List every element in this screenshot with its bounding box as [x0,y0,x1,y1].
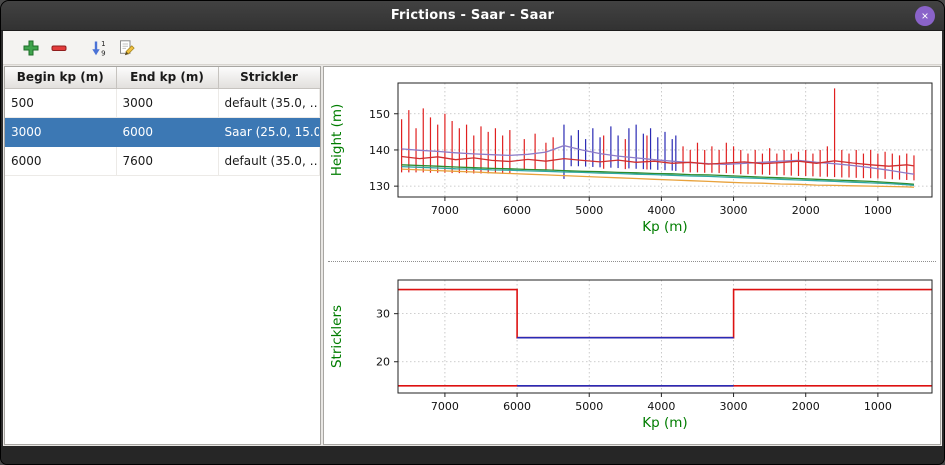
svg-text:1000: 1000 [864,400,892,413]
table-cell[interactable]: Saar (25.0, 15.0) [218,117,320,147]
svg-text:4000: 4000 [647,400,675,413]
frictions-table: Begin kp (m) End kp (m) Strickler 500 3000 d… [5,67,320,176]
height-profile-chart[interactable]: 7000 6000 5000 4000 3000 2000 1000 130 140 150 Kp … [324,69,941,257]
status-bar [1,446,944,464]
chart-splitter[interactable] [328,261,936,266]
table-cell[interactable]: 500 [5,88,117,118]
plus-icon [23,40,39,55]
titlebar[interactable]: Frictions - Saar - Saar × [1,1,944,31]
svg-text:3000: 3000 [720,400,748,413]
svg-text:140: 140 [369,144,390,157]
svg-text:6000: 6000 [503,204,531,217]
svg-text:20: 20 [376,356,390,369]
svg-text:5000: 5000 [575,204,603,217]
svg-text:5000: 5000 [575,400,603,413]
svg-text:Kp (m): Kp (m) [642,415,687,431]
toolbar: 1 9 [3,31,942,65]
table-header-row: Begin kp (m) End kp (m) Strickler [5,67,320,89]
main-area: Begin kp (m) End kp (m) Strickler 500 3000 d… [3,65,942,446]
add-row-button[interactable] [17,35,45,61]
frictions-table-panel: Begin kp (m) End kp (m) Strickler 500 3000 d… [4,66,321,445]
table-cell[interactable]: 7600 [116,146,219,176]
svg-text:7000: 7000 [431,400,459,413]
table-cell[interactable]: 6000 [5,146,117,176]
close-button[interactable]: × [915,6,935,26]
stricklers-chart[interactable]: 7000 6000 5000 4000 3000 2000 1000 20 30 Kp (m) St… [324,266,941,445]
edit-button[interactable] [113,35,141,61]
column-header[interactable]: Strickler [217,67,320,89]
svg-text:Kp (m): Kp (m) [642,219,687,235]
svg-text:1: 1 [101,40,105,48]
table-cell[interactable]: default (35.0, … [218,146,320,176]
table-cell[interactable]: 3000 [5,117,117,147]
close-icon: × [921,9,929,23]
table-row[interactable]: 3000 6000 Saar (25.0, 15.0) [5,117,320,147]
svg-text:30: 30 [376,308,390,321]
table-row[interactable]: 500 3000 default (35.0, … [5,88,320,118]
svg-text:Stricklers: Stricklers [329,305,345,368]
sort-19-icon: 1 9 [92,40,106,57]
table-cell[interactable]: 3000 [116,88,219,118]
svg-text:2000: 2000 [792,400,820,413]
svg-text:6000: 6000 [503,400,531,413]
table-cell[interactable]: default (35.0, … [218,88,320,118]
charts-panel: 7000 6000 5000 4000 3000 2000 1000 130 140 150 Kp … [323,66,941,445]
table-cell[interactable]: 6000 [116,117,219,147]
svg-text:7000: 7000 [431,204,459,217]
column-header[interactable]: End kp (m) [115,67,219,89]
svg-text:150: 150 [369,108,390,121]
svg-text:9: 9 [101,49,105,57]
edit-pencil-icon [120,39,135,55]
svg-text:4000: 4000 [647,204,675,217]
minus-icon [51,45,67,51]
svg-text:1000: 1000 [864,204,892,217]
sort-button[interactable]: 1 9 [85,35,113,61]
svg-text:130: 130 [369,180,390,193]
remove-row-button[interactable] [45,35,73,61]
window-title: Frictions - Saar - Saar [390,8,555,23]
svg-text:Height (m): Height (m) [329,104,345,177]
svg-text:3000: 3000 [720,204,748,217]
svg-text:2000: 2000 [792,204,820,217]
column-header[interactable]: Begin kp (m) [5,67,117,89]
table-row[interactable]: 6000 7600 default (35.0, … [5,146,320,176]
